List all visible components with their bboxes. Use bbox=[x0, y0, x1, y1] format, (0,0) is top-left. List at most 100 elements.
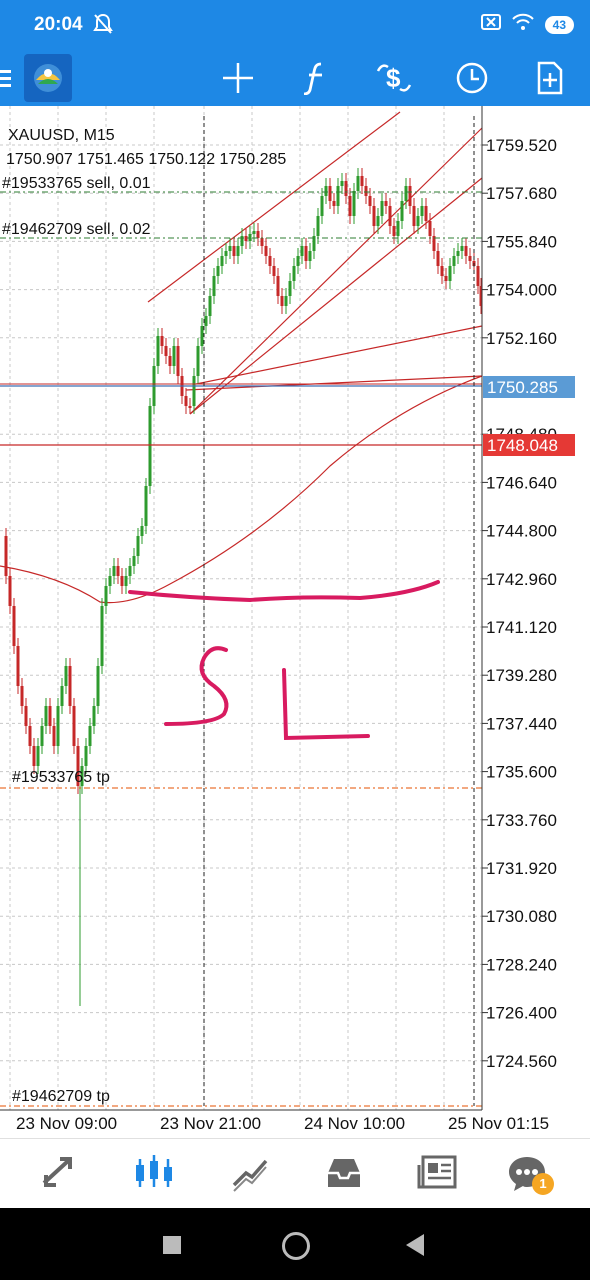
candle-body bbox=[324, 186, 328, 196]
price-tick-label: 1733.760 bbox=[486, 811, 557, 830]
candle-body bbox=[84, 746, 88, 766]
candle-body bbox=[108, 576, 112, 586]
moving-average-line bbox=[0, 375, 483, 604]
candle-body bbox=[392, 226, 396, 236]
price-tick-label: 1742.960 bbox=[486, 570, 557, 589]
candle-body bbox=[428, 221, 432, 236]
candle-body bbox=[184, 396, 188, 406]
candle-body bbox=[76, 746, 80, 786]
candle-body bbox=[300, 246, 304, 256]
candle-body bbox=[272, 266, 276, 276]
time-label-3: 24 Nov 10:00 bbox=[304, 1114, 405, 1133]
candle-body bbox=[316, 216, 320, 236]
candle-body bbox=[52, 726, 56, 746]
candle-body bbox=[128, 566, 132, 576]
candle-body bbox=[188, 406, 192, 408]
candle-body bbox=[452, 256, 456, 266]
price-tick-label: 1741.120 bbox=[486, 618, 557, 637]
trendline bbox=[147, 111, 401, 303]
price-tick-label: 1755.840 bbox=[486, 232, 557, 251]
candle-body bbox=[284, 296, 288, 306]
recents-button[interactable] bbox=[163, 1236, 181, 1254]
candle-body bbox=[172, 346, 176, 366]
candle-body bbox=[328, 186, 332, 201]
candle-body bbox=[336, 186, 340, 206]
candle-body bbox=[244, 236, 248, 241]
crosshair-icon[interactable] bbox=[218, 58, 258, 98]
candle-body bbox=[20, 686, 24, 706]
candle-body bbox=[344, 181, 348, 196]
candle-body bbox=[160, 336, 164, 346]
candle-body bbox=[36, 746, 40, 766]
wifi-icon bbox=[511, 13, 535, 36]
symbol-timeframe: XAUUSD, M15 bbox=[8, 127, 115, 144]
candle-body bbox=[64, 666, 68, 686]
candle-body bbox=[320, 196, 324, 216]
trade-nav-icon[interactable] bbox=[226, 1151, 274, 1195]
candle-body bbox=[204, 316, 208, 326]
candle-body bbox=[156, 336, 160, 366]
candle-body bbox=[92, 706, 96, 726]
candle-body bbox=[148, 406, 152, 486]
candle-body bbox=[240, 236, 244, 246]
chart-icon[interactable] bbox=[130, 1151, 178, 1195]
price-chart[interactable]: XAUUSD, M15 1750.907 1751.465 1750.122 1… bbox=[0, 106, 590, 1138]
candle-body bbox=[16, 646, 20, 686]
price-tick-label: 1731.920 bbox=[486, 859, 557, 878]
price-axis: 1759.520 1757.680 1755.840 1754.000 1752.160… bbox=[482, 136, 557, 1071]
candle-body bbox=[116, 566, 120, 576]
order-label-1: #19533765 sell, 0.01 bbox=[2, 175, 151, 192]
candle-body bbox=[132, 556, 136, 566]
candle-body bbox=[364, 186, 368, 196]
add-object-icon[interactable] bbox=[530, 58, 570, 98]
trendline bbox=[195, 325, 483, 385]
candle-body bbox=[308, 251, 312, 261]
candle-body bbox=[140, 526, 144, 536]
candle-body bbox=[44, 706, 48, 726]
candle-body bbox=[96, 666, 100, 706]
candle-body bbox=[8, 576, 12, 606]
candle-body bbox=[56, 706, 60, 746]
timeframe-clock-icon[interactable] bbox=[452, 58, 492, 98]
candle-body bbox=[232, 246, 236, 256]
time-label-1: 23 Nov 09:00 bbox=[16, 1114, 117, 1133]
candle-body bbox=[256, 231, 260, 238]
messages-icon[interactable]: 1 bbox=[498, 1151, 556, 1195]
indicators-icon[interactable] bbox=[296, 58, 336, 98]
home-button[interactable] bbox=[282, 1232, 310, 1260]
price-tick-label: 1754.000 bbox=[486, 281, 557, 300]
candle-body bbox=[60, 686, 64, 706]
candle-body bbox=[368, 196, 372, 206]
candle-body bbox=[384, 201, 388, 206]
price-tick-label: 1735.600 bbox=[486, 763, 557, 782]
history-icon[interactable] bbox=[320, 1151, 368, 1195]
messages-badge: 1 bbox=[532, 1173, 554, 1195]
price-tick-label: 1730.080 bbox=[486, 907, 557, 926]
candle-body bbox=[48, 706, 52, 726]
candle-body bbox=[444, 276, 448, 281]
candle-body bbox=[304, 246, 308, 261]
system-navigation-bar bbox=[0, 1208, 590, 1280]
candle-body bbox=[228, 246, 232, 251]
trendline bbox=[185, 375, 483, 391]
candle-body bbox=[436, 251, 440, 266]
candle-body bbox=[176, 346, 180, 376]
candle-body bbox=[332, 201, 336, 206]
candle-body bbox=[136, 536, 140, 556]
sim-off-icon bbox=[480, 14, 501, 35]
svg-text:$: $ bbox=[386, 63, 401, 93]
candle-body bbox=[168, 356, 172, 366]
candle-body bbox=[408, 186, 412, 206]
news-icon[interactable] bbox=[414, 1151, 462, 1195]
back-button[interactable] bbox=[406, 1234, 424, 1256]
candle-body bbox=[68, 666, 72, 706]
candle-body bbox=[268, 256, 272, 266]
quotes-icon[interactable] bbox=[34, 1151, 82, 1195]
app-logo[interactable] bbox=[24, 54, 72, 102]
candle-body bbox=[348, 196, 352, 216]
menu-icon[interactable] bbox=[0, 58, 18, 98]
tp-label-2: #19462709 tp bbox=[12, 1088, 110, 1105]
trade-icon[interactable]: $ bbox=[374, 58, 414, 98]
candle-body bbox=[236, 246, 240, 256]
price-tick-label: 1728.240 bbox=[486, 955, 557, 974]
